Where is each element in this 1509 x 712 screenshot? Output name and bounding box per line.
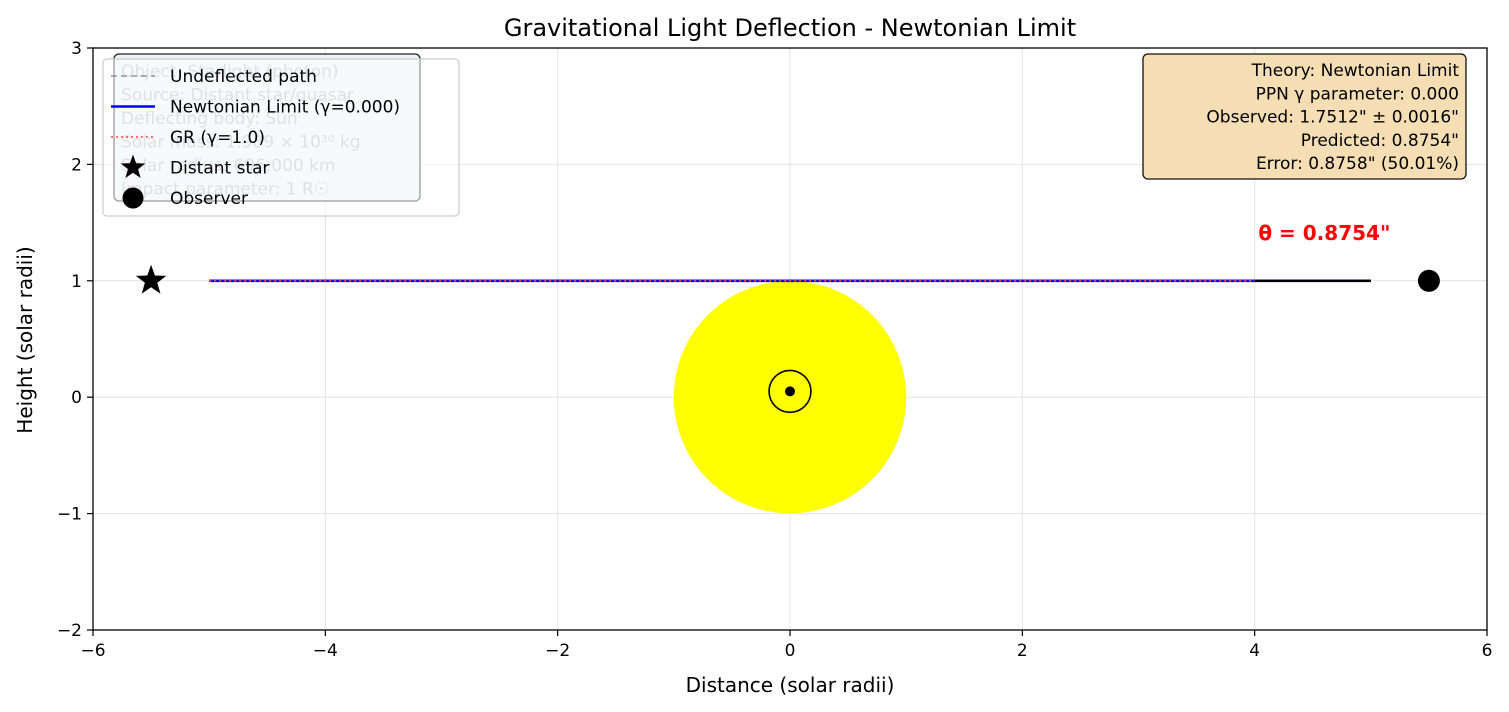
- axis-ticks: −6 −4 −2 0 2 4 6 −2 −1 0 1 2 3: [57, 39, 1492, 661]
- legend-label: GR (γ=1.0): [170, 128, 265, 148]
- distant-star-marker: [135, 264, 167, 294]
- chart-title: Gravitational Light Deflection - Newtoni…: [504, 14, 1076, 42]
- legend-label: Distant star: [170, 159, 270, 179]
- y-tick-label: 0: [71, 388, 82, 408]
- x-tick-label: −2: [545, 641, 570, 661]
- theory-box-line: Error: 0.8758" (50.01%): [1256, 154, 1459, 174]
- theory-box-line: Theory: Newtonian Limit: [1251, 61, 1460, 81]
- x-tick-label: 6: [1482, 641, 1493, 661]
- observer-marker: [1417, 269, 1440, 292]
- y-tick-label: 2: [71, 155, 82, 175]
- sun-disc: [673, 281, 907, 514]
- legend-label: Observer: [170, 189, 248, 209]
- theory-box-line: Predicted: 0.8754": [1301, 131, 1459, 151]
- x-tick-label: 0: [785, 641, 796, 661]
- theory-box-line: Observed: 1.7512" ± 0.0016": [1206, 108, 1459, 128]
- theory-box-line: PPN γ parameter: 0.000: [1256, 84, 1459, 104]
- y-tick-label: −2: [57, 621, 82, 641]
- theory-box: Theory: Newtonian Limit PPN γ parameter: …: [1142, 53, 1467, 180]
- y-tick-label: 1: [71, 272, 82, 292]
- deflection-angle-label: θ = 0.8754": [1258, 221, 1390, 245]
- y-tick-label: 3: [71, 39, 82, 59]
- y-axis-label: Height (solar radii): [13, 246, 37, 433]
- legend-circle-icon: [122, 187, 144, 209]
- x-tick-label: −6: [80, 641, 105, 661]
- x-tick-label: 4: [1249, 641, 1260, 661]
- legend-label: Newtonian Limit (γ=0.000): [170, 98, 400, 118]
- x-axis-label: Distance (solar radii): [686, 673, 895, 697]
- sun-symbol-ring: [768, 369, 812, 414]
- y-tick-label: −1: [57, 505, 82, 525]
- x-tick-label: −4: [313, 641, 338, 661]
- sun-symbol-dot: [785, 386, 795, 397]
- legend-background: [102, 58, 460, 217]
- legend: Undeflected path Newtonian Limit (γ=0.000…: [102, 58, 460, 217]
- x-tick-label: 2: [1017, 641, 1028, 661]
- legend-star-icon: [120, 154, 146, 179]
- theory-box-background: [1142, 53, 1467, 180]
- legend-label: Undeflected path: [170, 67, 317, 87]
